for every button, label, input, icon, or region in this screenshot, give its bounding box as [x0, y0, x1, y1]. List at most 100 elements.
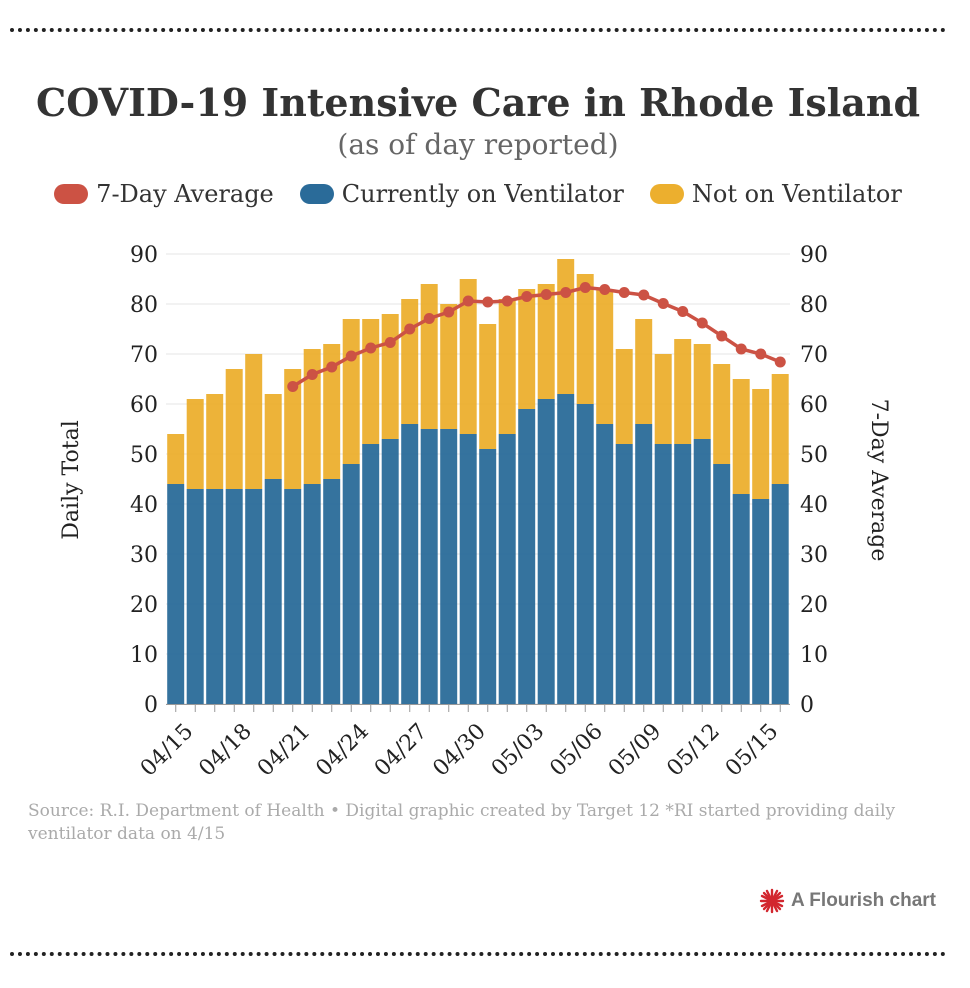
- bar-not-on-ventilator: [693, 344, 711, 439]
- bar-ventilator: [635, 424, 653, 704]
- x-tick-label: 05/15: [721, 719, 784, 782]
- average-point: [638, 289, 650, 301]
- bar-not-on-ventilator: [284, 369, 302, 489]
- bar-not-on-ventilator: [264, 394, 282, 479]
- average-point: [306, 369, 318, 380]
- bar-ventilator: [576, 404, 594, 704]
- bar-not-on-ventilator: [732, 379, 750, 494]
- x-tick-label: 04/24: [311, 719, 374, 782]
- y-tick-label: 10: [130, 643, 158, 668]
- bar-not-on-ventilator: [596, 289, 614, 424]
- bar-not-on-ventilator: [557, 259, 575, 394]
- bar-not-on-ventilator: [752, 389, 770, 499]
- bar-ventilator: [264, 479, 282, 704]
- flourish-label: A Flourish chart: [791, 890, 936, 911]
- bar-ventilator: [186, 489, 204, 704]
- average-point: [599, 284, 611, 295]
- y-tick-label: 80: [130, 293, 158, 318]
- bottom-dotted-rule: [10, 952, 946, 956]
- y2-tick-label: 90: [800, 243, 828, 268]
- average-point: [560, 287, 572, 298]
- average-point: [755, 348, 767, 360]
- y-tick-label: 20: [130, 593, 158, 618]
- average-point: [696, 317, 708, 329]
- average-point: [774, 356, 786, 368]
- bar-not-on-ventilator: [459, 279, 477, 434]
- top-dotted-rule: [10, 28, 946, 32]
- chart-svg: 0 0 10 10 20 20 30 30 40 40 50 50 60 60 70 70 80 80 90 90 04…: [59, 243, 891, 782]
- average-point: [326, 361, 338, 373]
- bar-ventilator: [752, 499, 770, 704]
- bar-ventilator: [303, 484, 321, 704]
- bar-not-on-ventilator: [674, 339, 692, 444]
- x-tick-label: 04/21: [253, 719, 316, 782]
- bar-not-on-ventilator: [713, 364, 731, 464]
- bar-not-on-ventilator: [342, 319, 360, 464]
- average-point: [579, 282, 591, 293]
- bar-ventilator: [206, 489, 224, 704]
- x-tick-label: 05/06: [545, 719, 608, 782]
- flourish-credit[interactable]: A Flourish chart: [759, 888, 936, 914]
- legend-swatch-icon: [649, 184, 684, 204]
- chart-title: COVID-19 Intensive Care in Rhode Island: [35, 80, 921, 125]
- legend-swatch-icon: [299, 184, 334, 204]
- y2-tick-label: 0: [800, 693, 814, 718]
- bar-not-on-ventilator: [635, 319, 653, 424]
- y-tick-label: 30: [130, 543, 158, 568]
- average-point: [443, 306, 455, 318]
- bar-not-on-ventilator: [420, 284, 438, 429]
- bar-not-on-ventilator: [303, 349, 321, 484]
- y2-tick-label: 50: [800, 443, 828, 468]
- bar-ventilator: [459, 434, 477, 704]
- y2-tick-label: 80: [800, 293, 828, 318]
- average-point: [618, 287, 630, 298]
- y-tick-label: 90: [130, 243, 158, 268]
- average-point: [677, 306, 689, 317]
- bar-ventilator: [362, 444, 380, 704]
- bar-ventilator: [284, 489, 302, 704]
- legend: 7-Day Average Currently on Ventilator No…: [0, 180, 956, 208]
- average-point: [540, 289, 552, 300]
- bar-not-on-ventilator: [615, 349, 633, 444]
- legend-item-ventilator[interactable]: Currently on Ventilator: [299, 180, 624, 208]
- x-tick-label: 04/30: [428, 719, 491, 782]
- average-point: [423, 313, 435, 324]
- y2-tick-label: 40: [800, 493, 828, 518]
- bar-ventilator: [342, 464, 360, 704]
- average-point: [521, 291, 533, 302]
- x-tick-label: 05/12: [662, 719, 725, 782]
- average-point: [345, 350, 357, 362]
- bar-ventilator: [479, 449, 497, 704]
- bar-ventilator: [693, 439, 711, 704]
- average-point: [287, 381, 299, 392]
- average-line: [287, 282, 786, 392]
- y-tick-label: 50: [130, 443, 158, 468]
- bar-not-on-ventilator: [479, 324, 497, 449]
- bar-not-on-ventilator: [401, 299, 419, 424]
- x-tick-label: 04/27: [370, 719, 433, 782]
- bar-ventilator: [323, 479, 341, 704]
- y-tick-label: 0: [144, 693, 158, 718]
- bar-ventilator: [732, 494, 750, 704]
- bar-not-on-ventilator: [245, 354, 263, 489]
- y2-tick-label: 20: [800, 593, 828, 618]
- average-point: [365, 342, 377, 354]
- x-tick-label: 04/18: [194, 719, 257, 782]
- average-point: [501, 295, 513, 307]
- y2-tick-label: 60: [800, 393, 828, 418]
- bar-ventilator: [615, 444, 633, 704]
- bar-not-on-ventilator: [440, 304, 458, 429]
- y2-tick-label: 30: [800, 543, 828, 568]
- y2-tick-label: 70: [800, 343, 828, 368]
- average-point: [384, 337, 396, 348]
- bar-ventilator: [596, 424, 614, 704]
- legend-item-not-on-ventilator[interactable]: Not on Ventilator: [649, 180, 902, 208]
- bar-ventilator: [654, 444, 672, 704]
- bar-ventilator: [401, 424, 419, 704]
- bar-ventilator: [713, 464, 731, 704]
- bar-ventilator: [167, 484, 185, 704]
- legend-item-7-day-average[interactable]: 7-Day Average: [54, 180, 274, 208]
- bar-not-on-ventilator: [771, 374, 789, 484]
- bar-ventilator: [498, 434, 516, 704]
- chart-subtitle: (as of day reported): [337, 128, 619, 161]
